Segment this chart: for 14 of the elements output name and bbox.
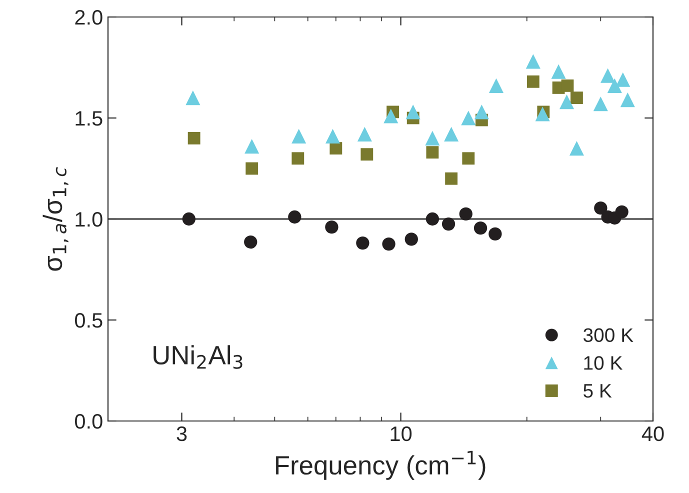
x-tick-label: 3	[176, 426, 187, 442]
y-tick-label: 1.5	[76, 111, 102, 126]
legend-label: 10 K	[584, 356, 623, 370]
y-axis-title: σ$_{1,a}$/σ$_{1,c}$	[42, 167, 68, 271]
legend-label: 5 K	[584, 384, 612, 398]
x-tick-label: 10	[390, 426, 412, 442]
legend-label: 300 K	[583, 328, 634, 342]
x-axis-title: Frequency (cm$^{−1}$)	[276, 450, 486, 480]
annotation: UNi$_{2}$Al$_{3}$	[154, 345, 242, 369]
x-tick-label: 40	[642, 426, 664, 442]
y-tick-label: 0.5	[74, 313, 102, 328]
y-tick-label: 1.0	[76, 212, 102, 227]
y-tick-label: 2.0	[75, 10, 102, 25]
y-tick-label: 0.0	[74, 414, 102, 429]
